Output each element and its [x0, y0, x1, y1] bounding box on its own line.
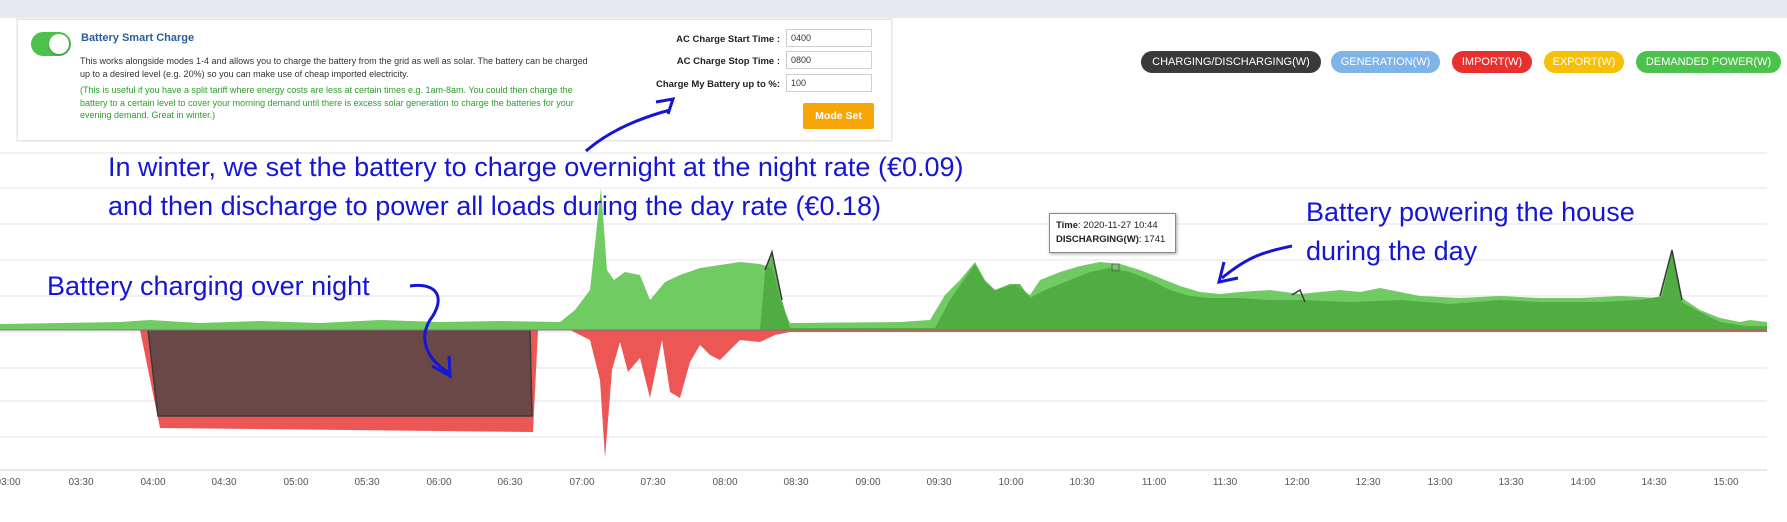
stop-time-label: AC Charge Stop Time :: [676, 56, 780, 67]
tooltip-time-value: 2020-11-27 10:44: [1083, 220, 1158, 231]
x-tick: 13:00: [1427, 477, 1453, 488]
discharging-area: [760, 252, 1767, 330]
x-tick: 05:30: [354, 477, 380, 488]
x-tick: 11:30: [1212, 477, 1238, 488]
x-tick: 06:00: [426, 477, 452, 488]
x-tick: 13:30: [1498, 477, 1524, 488]
x-tick: 10:30: [1069, 477, 1095, 488]
arrow-winter-head: [655, 97, 676, 115]
start-time-input[interactable]: [786, 29, 872, 47]
x-tick: 03:30: [68, 477, 94, 488]
annotation-winter-line1: In winter, we set the battery to charge …: [108, 152, 964, 182]
charge-percent-label: Charge My Battery up to %:: [655, 79, 780, 90]
battery-charge-area: [148, 330, 532, 416]
x-tick: 07:30: [640, 477, 666, 488]
demanded-power-area: [0, 188, 1767, 330]
chart-tooltip: Time: 2020-11-27 10:44 DISCHARGING(W): 1…: [1049, 213, 1176, 253]
mode-set-button[interactable]: Mode Set: [803, 103, 874, 129]
x-tick: 09:00: [855, 477, 881, 488]
toggle-knob: [49, 34, 69, 54]
x-tick: 09:30: [926, 477, 952, 488]
x-tick: 07:00: [569, 477, 595, 488]
discharging-peaks: [764, 249, 1683, 303]
top-bar: [0, 0, 1787, 18]
annotation-powering-line2: during the day: [1306, 236, 1478, 266]
smart-charge-toggle[interactable]: [31, 32, 71, 56]
tooltip-series-label: DISCHARGING(W): [1056, 234, 1139, 245]
arrow-charging: [409, 283, 449, 374]
panel-description: This works alongside modes 1-4 and allow…: [80, 56, 588, 79]
x-tick: 12:30: [1355, 477, 1381, 488]
x-tick: 04:00: [140, 477, 166, 488]
arrow-winter: [585, 108, 671, 153]
x-tick: 06:30: [497, 477, 523, 488]
charge-percent-input[interactable]: [786, 74, 872, 92]
annotation-charging: Battery charging over night: [47, 271, 370, 301]
x-tick: 03:00: [0, 477, 21, 488]
x-tick: 08:30: [783, 477, 809, 488]
tooltip-series-value: 1741: [1144, 234, 1166, 245]
legend-demanded-power[interactable]: DEMANDED POWER(W): [1636, 51, 1781, 73]
x-tick: 15:00: [1713, 477, 1739, 488]
panel-note: (This is useful if you have a split tari…: [80, 85, 574, 120]
stop-time-input[interactable]: [786, 51, 872, 69]
legend-import[interactable]: IMPORT(W): [1452, 51, 1532, 73]
battery-charge-outline: [147, 329, 533, 417]
tooltip-marker: [1111, 263, 1120, 272]
x-tick: 14:00: [1570, 477, 1596, 488]
x-tick: 11:00: [1141, 477, 1167, 488]
x-tick: 04:30: [211, 477, 237, 488]
x-tick: 10:00: [998, 477, 1024, 488]
annotation-winter-line2: and then discharge to power all loads du…: [108, 191, 881, 221]
arrow-charging-head: [431, 355, 452, 379]
arrow-powering-head: [1216, 261, 1239, 284]
tooltip-time-label: Time: [1056, 220, 1079, 231]
x-tick: 12:00: [1284, 477, 1310, 488]
legend-charging-discharging[interactable]: CHARGING/DISCHARGING(W): [1141, 51, 1321, 73]
x-tick: 05:00: [283, 477, 309, 488]
legend-generation[interactable]: GENERATION(W): [1331, 51, 1440, 73]
x-tick: 08:00: [712, 477, 738, 488]
annotation-powering-line1: Battery powering the house: [1306, 197, 1635, 227]
start-time-label: AC Charge Start Time :: [676, 34, 780, 45]
arrow-powering: [1221, 244, 1293, 280]
x-tick: 14:30: [1641, 477, 1667, 488]
panel-title: Battery Smart Charge: [81, 32, 195, 44]
smart-charge-panel: [17, 19, 892, 141]
legend-export[interactable]: EXPORT(W): [1544, 51, 1624, 73]
